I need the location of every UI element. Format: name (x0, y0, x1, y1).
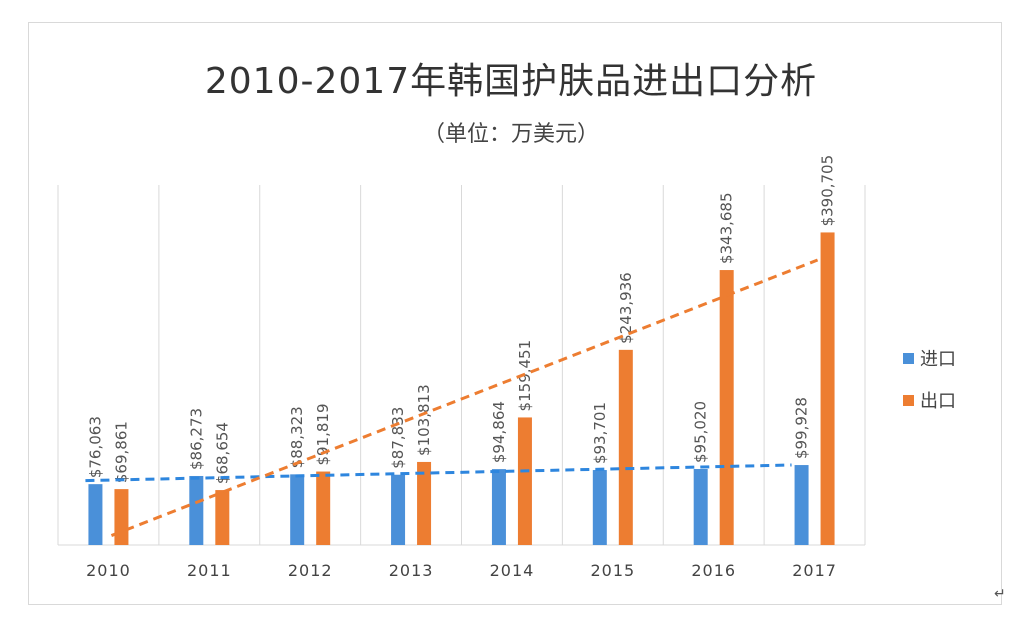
bar-import (189, 475, 204, 545)
data-label: $103,813 (415, 384, 433, 456)
trendline-import (85, 463, 792, 483)
data-label: $243,936 (617, 272, 635, 344)
x-tick-label: 2016 (691, 561, 736, 580)
bar-import (794, 465, 809, 545)
bar-export (215, 490, 230, 545)
bar-export (417, 461, 432, 545)
data-label: $390,705 (819, 155, 837, 227)
chart-title: 2010-2017年韩国护肤品进出口分析 (204, 61, 818, 102)
data-label: $69,861 (112, 421, 130, 483)
data-label: $99,928 (793, 397, 811, 459)
data-label: $91,819 (314, 404, 332, 466)
x-tick-label: 2012 (288, 561, 333, 580)
data-label: $86,273 (187, 408, 205, 470)
legend-label-import: 进口 (920, 349, 956, 370)
bar-export (618, 349, 633, 545)
legend-item-export: 出口 (903, 387, 956, 413)
bar-import (290, 474, 305, 545)
bar-import (491, 469, 506, 545)
data-label: $88,323 (288, 406, 306, 468)
x-tick-label: 2017 (792, 561, 837, 580)
data-label: $343,685 (718, 192, 736, 264)
x-tick-label: 2015 (590, 561, 635, 580)
data-label: $94,864 (490, 401, 508, 463)
legend-swatch-import (903, 352, 914, 364)
data-label: $76,063 (86, 416, 104, 478)
bar-export (316, 471, 331, 545)
legend-label-export: 出口 (920, 391, 956, 412)
bar-import (88, 484, 103, 545)
bar-import (391, 474, 406, 545)
chart-subtitle: （单位：万美元） (422, 122, 599, 147)
bar-export (517, 417, 532, 545)
bar-export (820, 232, 835, 545)
trendline-export (110, 258, 819, 537)
data-label: $68,654 (213, 422, 231, 484)
data-label: $93,701 (591, 402, 609, 464)
x-tick-label: 2014 (490, 561, 535, 580)
data-label: $87,833 (389, 407, 407, 469)
legend-item-import: 进口 (903, 345, 956, 371)
x-tick-label: 2011 (187, 561, 232, 580)
bar-import (693, 468, 708, 545)
x-tick-label: 2010 (86, 561, 131, 580)
bar-export (719, 270, 734, 545)
data-label: $95,020 (692, 401, 710, 463)
return-mark-icon: ↵ (994, 586, 1006, 602)
x-tick-label: 2013 (389, 561, 434, 580)
bar-import (592, 470, 607, 545)
legend-swatch-export (903, 394, 914, 406)
bar-export (114, 489, 129, 545)
